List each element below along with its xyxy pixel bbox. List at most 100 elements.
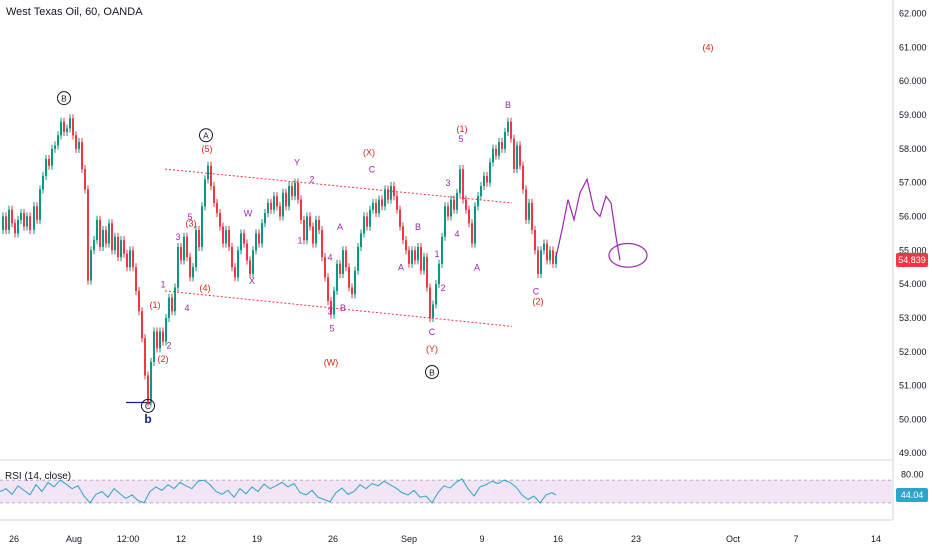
wave-label: (4) (703, 43, 714, 53)
wave-label: 4 (184, 303, 189, 313)
rsi-tick-label: 80.00 (901, 469, 924, 479)
wave-label: 1 (434, 249, 439, 259)
circled-wave-label: C (145, 401, 151, 411)
candle-body (288, 186, 290, 207)
circled-wave-label: A (203, 130, 209, 140)
circled-wave-marker (199, 128, 213, 143)
candle-body (207, 165, 209, 180)
candle-body (363, 216, 365, 234)
rsi-line (0, 478, 557, 504)
candle-body (348, 267, 350, 288)
candle-body (534, 230, 536, 251)
wave-label: 2 (440, 283, 445, 293)
candle-body (150, 361, 152, 403)
candle-body (261, 223, 263, 244)
channel-lower-line (164, 290, 513, 327)
candle-body (405, 240, 407, 251)
candle-body (480, 186, 482, 197)
candle-body (159, 331, 161, 349)
candle-body (252, 250, 254, 274)
candle-body (285, 192, 287, 207)
candle-body (303, 219, 305, 241)
candle-body (243, 233, 245, 244)
price-tick-label: 55.000 (899, 245, 927, 255)
candle-body (345, 250, 347, 268)
candle-body (192, 267, 194, 278)
candle-body (423, 257, 425, 271)
candle-body (297, 182, 299, 200)
time-tick-label: 14 (871, 534, 881, 544)
wave-label: 3 (327, 307, 332, 317)
price-tick-label: 62.000 (899, 9, 927, 19)
candle-body (144, 338, 146, 376)
candle-body (75, 135, 77, 149)
candle-body (456, 192, 458, 210)
candle-body (114, 236, 116, 251)
wave-label: 2 (166, 340, 171, 350)
candle-body (195, 230, 197, 268)
candle-body (324, 257, 326, 278)
candle-body (204, 179, 206, 207)
wave-label: Y (294, 158, 300, 168)
time-axis[interactable]: 26 Aug 12:00 12 19 26 Sep 9 16 23 Oct 7 14 (9, 534, 881, 544)
candle-body (78, 142, 80, 149)
wave-label: A (474, 263, 480, 273)
projection-path (555, 177, 648, 268)
candle-body (183, 236, 185, 261)
candle-body (510, 121, 512, 139)
candle-body (330, 301, 332, 315)
candle-body (381, 199, 383, 207)
candle-body (216, 202, 218, 214)
candle-body (270, 202, 272, 210)
candle-body (357, 246, 359, 271)
candle-body (267, 202, 269, 214)
time-tick-label: 16 (553, 534, 563, 544)
candle-body (459, 169, 461, 193)
candle-body (276, 196, 278, 207)
price-tick-label: 50.000 (899, 414, 927, 424)
candle-body (342, 250, 344, 274)
candle-body (102, 230, 104, 247)
candle-body (84, 169, 86, 190)
candle-body (66, 128, 68, 132)
candle-body (540, 250, 542, 274)
candle-body (153, 331, 155, 362)
wave-label: 4 (454, 229, 459, 239)
candle-body (291, 186, 293, 197)
candle-body (528, 202, 530, 220)
wave-label: (3) (186, 219, 197, 229)
candle-body (450, 199, 452, 217)
candle-body (366, 216, 368, 227)
candle-body (29, 216, 31, 230)
candle-body (186, 236, 188, 258)
wave-label: B (505, 100, 511, 110)
candle-body (231, 246, 233, 268)
time-tick-label: 26 (9, 534, 19, 544)
candle-body (483, 175, 485, 187)
candle-body (444, 206, 446, 237)
candle-body (135, 267, 137, 291)
candle-body (393, 186, 395, 197)
candle-body (468, 209, 470, 224)
candle-body (120, 240, 122, 258)
candle-body (51, 148, 53, 166)
candle-body (60, 121, 62, 136)
price-axis[interactable]: 62.000 61.000 60.000 59.000 58.000 57.000 56.0… (892, 0, 927, 520)
candle-body (426, 257, 428, 288)
candle-body (26, 216, 28, 227)
candle-body (309, 216, 311, 227)
candle-body (474, 206, 476, 244)
wave-label: 4 (327, 252, 332, 262)
wave-label: 3 (175, 232, 180, 242)
candle-body (522, 165, 524, 190)
candle-body (417, 246, 419, 261)
candle-body (441, 236, 443, 264)
candle-body (318, 219, 320, 230)
candle-body (222, 226, 224, 244)
price-tick-label: 59.000 (899, 110, 927, 120)
candle-body (492, 148, 494, 163)
circled-wave-label: B (61, 93, 67, 103)
rsi-band (0, 480, 893, 503)
candle-body (99, 219, 101, 247)
